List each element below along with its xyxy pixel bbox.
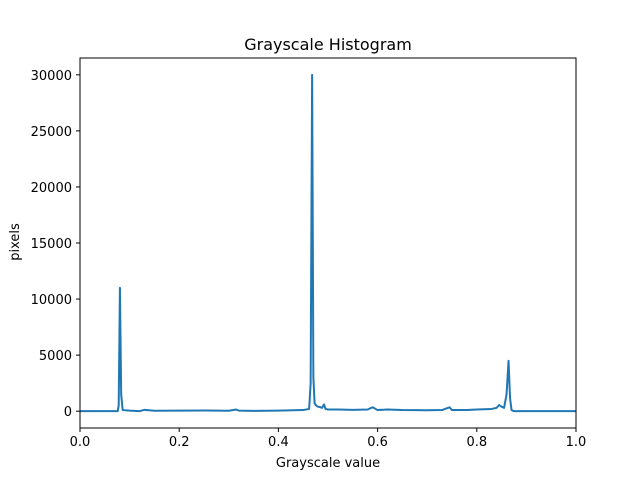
chart-title: Grayscale Histogram <box>244 35 412 54</box>
series-line-0 <box>80 73 576 413</box>
y-axis: 0 5000 10000 15000 20000 25000 30000 <box>31 69 80 420</box>
y-tick-label: 0 <box>64 405 72 420</box>
x-tick-label: 0.6 <box>367 435 388 450</box>
x-tick-label: 0.4 <box>268 435 289 450</box>
y-tick-label: 30000 <box>31 69 72 84</box>
y-tick-label: 15000 <box>31 237 72 252</box>
x-axis: 0.0 0.2 0.4 0.6 0.8 1.0 <box>70 428 587 450</box>
x-axis-label: Grayscale value <box>276 456 380 471</box>
y-tick-label: 20000 <box>31 181 72 196</box>
plot-frame <box>79 57 577 429</box>
y-axis-label: pixels <box>8 223 23 261</box>
y-tick-label: 5000 <box>39 349 72 364</box>
x-tick-label: 0.0 <box>70 435 91 450</box>
plot-area <box>79 57 577 429</box>
y-tick-label: 25000 <box>31 125 72 140</box>
x-tick-label: 1.0 <box>566 435 587 450</box>
x-tick-label: 0.8 <box>466 435 487 450</box>
x-tick-label: 0.2 <box>169 435 190 450</box>
y-tick-label: 10000 <box>31 293 72 308</box>
